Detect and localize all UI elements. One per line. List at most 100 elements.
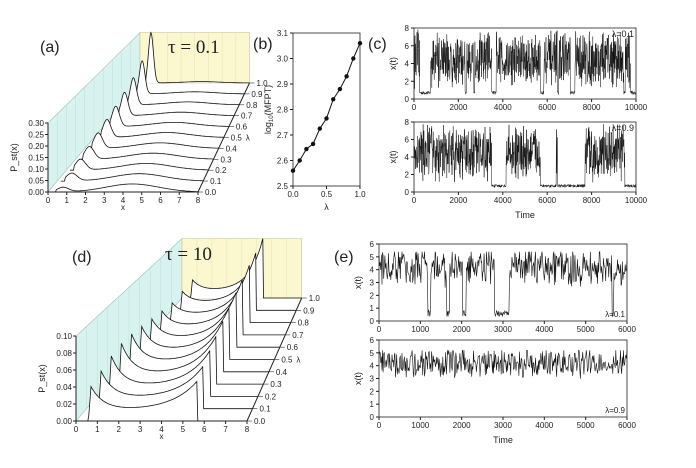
y-tick-label: 0.20 <box>28 142 44 151</box>
curve-lambda-0.2 <box>101 349 258 397</box>
y-tick-label: 0.30 <box>28 119 44 128</box>
y-tick-label: 0.05 <box>28 177 44 186</box>
curve-fill <box>69 159 209 171</box>
y-axis-label: x(t) <box>353 276 363 289</box>
y-axis-label: x(t) <box>388 151 398 164</box>
y-tick-label: 0.15 <box>28 154 44 163</box>
curve-lambda-0.4 <box>88 132 219 149</box>
lambda-tick-label: 0.6 <box>236 123 248 132</box>
lambda-tick-label: 0.0 <box>205 188 217 197</box>
curve-lambda-1 <box>142 31 250 84</box>
time-series-line <box>378 251 628 318</box>
x-tick-label: 4 <box>159 425 164 434</box>
lambda-tick-label: 0.3 <box>220 155 232 164</box>
curve-fill <box>122 321 269 372</box>
curve-lambda-0.4 <box>122 321 269 373</box>
x-tick-label: 6 <box>158 196 163 205</box>
time-series-line <box>378 349 628 379</box>
y-tick-label: 0.02 <box>56 400 72 409</box>
time-series-line <box>413 29 637 96</box>
curve-fill <box>142 32 250 83</box>
y-tick-label: 0.06 <box>56 366 72 375</box>
panel-e1: 0 1000 2000 3000 4000 5000 6000 0 1 2 3 4 5 6 x(t) λ=0.… <box>334 240 636 334</box>
curve-lambda-0.6 <box>106 105 229 127</box>
curve-lambda-0.3 <box>111 335 264 385</box>
y-tick-label: 0.10 <box>56 332 72 341</box>
y-tick-label: 6 <box>405 136 410 145</box>
x-axis-label: λ <box>324 202 329 212</box>
lambda-tick-label: 1.0 <box>257 79 269 88</box>
x-axis-label: x <box>121 203 125 212</box>
plot-frame <box>292 32 361 187</box>
x-axis-label: Time <box>493 435 513 445</box>
x-tick-label: 2000 <box>450 196 468 205</box>
x-tick-label: 5 <box>140 196 145 205</box>
y-tick-label: 0.08 <box>56 349 72 358</box>
panel-a: 1.00.90.80.70.60.50.40.30.20.10.00 1 2 3 4 5 6… <box>9 31 269 212</box>
mfpt-point <box>324 116 329 121</box>
x-tick-label: 0.5 <box>321 190 333 199</box>
curve-lambda-0.9 <box>174 252 297 311</box>
mfpt-point <box>304 146 309 152</box>
x-tick-label: 0 <box>412 196 417 205</box>
y-tick-label: 4 <box>370 362 375 371</box>
x-tick-label: 2000 <box>453 421 471 430</box>
mfpt-point <box>297 158 302 163</box>
x-tick-label: 3000 <box>494 421 512 430</box>
lambda-axis <box>197 82 250 193</box>
curve-lambda-1 <box>185 238 302 299</box>
lambda-tick-label: 0.4 <box>226 144 238 153</box>
y-tick-label: 3 <box>370 279 375 288</box>
x-tick-label: 6 <box>202 425 207 434</box>
mfpt-point <box>317 126 322 131</box>
y-tick-label: 2 <box>405 77 410 86</box>
y-tick-label: 5 <box>370 349 375 358</box>
y-tick-label: 1 <box>370 304 375 313</box>
x-tick-label: 1000 <box>411 421 429 430</box>
mfpt-point <box>357 41 363 46</box>
x-tick-label: 7 <box>177 196 182 205</box>
x-tick-label: 4000 <box>535 325 553 334</box>
curve-fill <box>101 350 258 397</box>
x-tick-label: 0 <box>377 421 382 430</box>
y-tick-label: 2.7 <box>277 131 289 140</box>
x-tick-label: 0 <box>412 103 417 112</box>
x-tick-label: 3 <box>138 425 143 434</box>
lambda-tick-label: 0.9 <box>303 306 315 315</box>
plot-frame <box>378 243 628 322</box>
curve-lambda-0.3 <box>79 145 214 160</box>
mfpt-point <box>351 56 356 61</box>
mfpt-point <box>310 141 316 147</box>
y-tick-label: 0.04 <box>56 383 72 392</box>
y-tick-label: 1 <box>370 400 375 409</box>
y-tick-label: 6 <box>370 240 375 249</box>
curve-fill <box>111 336 264 385</box>
panel-label: (d) <box>72 249 92 266</box>
y-tick-label: 0 <box>370 317 375 326</box>
panel-c2: 0 2000 4000 6000 8000 10000 0 2 4 6 8 Time x(t) λ=0.9 <box>388 118 648 220</box>
curve-lambda-0.5 <box>97 118 224 138</box>
y-label-sub: 10 <box>269 115 275 122</box>
y-tick-label: 8 <box>405 24 410 33</box>
x-tick-label: 8000 <box>583 103 601 112</box>
x-tick-label: 0.0 <box>287 190 299 199</box>
x-tick-label: 5 <box>181 425 186 434</box>
x-tick-label: 7 <box>223 425 228 434</box>
lambda-tick-label: 1.0 <box>309 294 321 303</box>
x-tick-label: 6000 <box>618 325 636 334</box>
curve-lambda-0.7 <box>153 279 286 336</box>
curve-lambda-0.5 <box>132 307 275 360</box>
y-tick-label: 0.00 <box>56 417 72 426</box>
lambda-axis-label: λ <box>246 134 250 143</box>
y-tick-label: 0 <box>405 95 410 104</box>
y-tick-label: 0.00 <box>28 188 44 197</box>
curve-lambda-0 <box>51 183 198 193</box>
y-tick-label: 2 <box>405 171 410 180</box>
y-axis-label: P_st(x) <box>9 143 19 172</box>
y-axis-label: x(t) <box>353 372 363 385</box>
x-tick-label: 6000 <box>618 421 636 430</box>
y-tick-label: 3 <box>370 375 375 384</box>
lambda-tick-label: 0.6 <box>287 343 299 352</box>
curve-fill <box>80 381 247 421</box>
